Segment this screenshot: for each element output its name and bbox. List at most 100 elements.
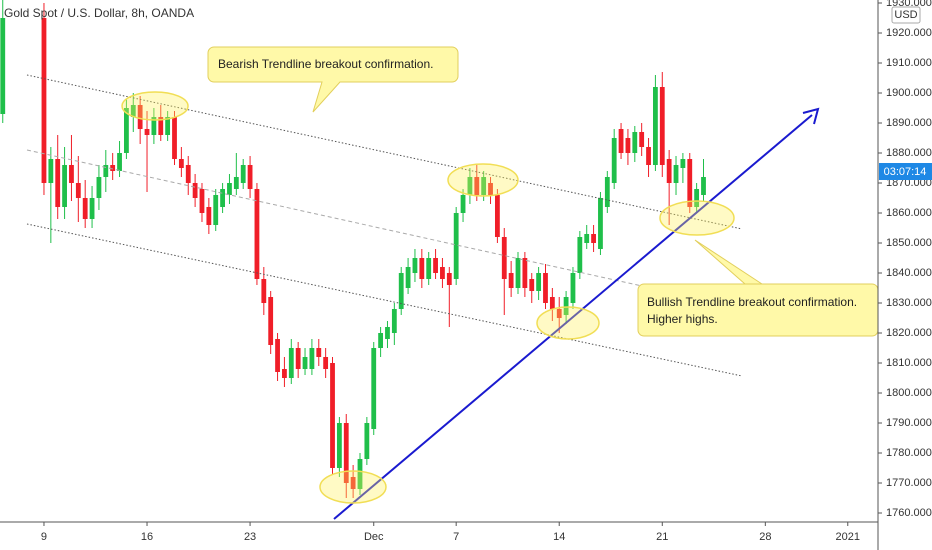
candle-body [515,258,521,288]
y-tick-label: 1930.000 [886,0,932,9]
candle-body [103,165,109,177]
highlight [536,306,600,340]
candle-body [501,237,507,279]
candle-body [385,327,390,339]
currency-box [891,6,921,24]
candle-body [336,423,342,468]
candle-body [536,273,542,291]
candle-body [412,258,418,273]
candle-body [440,267,445,279]
candle-body [302,357,308,369]
candle-body [178,159,184,168]
candle-body [69,165,74,183]
highlight [659,200,735,236]
candle-body [549,297,555,309]
x-tick-label: 16 [141,531,153,543]
candle-body [41,18,47,183]
candle-body [625,138,631,153]
candle-body [474,177,480,195]
upper-channel [26,74,743,230]
candle-body [233,177,239,189]
candle-body [82,198,88,219]
countdown-box [879,163,932,180]
candle-body [433,258,438,273]
time-axis [0,522,878,550]
candle-body [247,165,253,189]
candle-body [282,369,287,378]
price-axis [878,0,932,550]
highlight [121,91,189,121]
candle-body [556,309,562,318]
candle-body [316,348,322,357]
candle-body [261,279,267,303]
y-tick-label: 1830.000 [886,297,932,309]
candle-body [570,273,576,303]
y-tick-label: 1770.000 [886,477,932,489]
candle-body [172,117,177,159]
candle-body [446,273,452,285]
candles [0,0,706,498]
axes: 1760.000 1770.000 1780.000 1790.000 1800.000… [41,0,932,543]
candle-body [268,297,274,345]
y-tick-label: 1900.000 [886,87,932,99]
candle-body [522,258,528,288]
x-tick-label: 7 [453,531,459,543]
candle-body [62,165,67,207]
y-tick-label: 1880.000 [886,147,932,159]
highlight [447,163,519,197]
candle-body [494,195,500,237]
y-tick-label: 1790.000 [886,417,932,429]
candle-body [350,477,356,489]
y-tick-label: 1850.000 [886,237,932,249]
candle-body [659,87,665,165]
candle-body [391,309,397,333]
candle-body [591,234,596,243]
candle-body [117,153,122,171]
candle-body [309,348,315,369]
candle-body [481,177,487,195]
candle-body [378,333,384,348]
candle-body [124,108,129,153]
candle-body [288,348,294,378]
candle-body [165,117,171,135]
candle-body [543,273,548,303]
candle-body [330,363,335,468]
candle-body [405,267,411,288]
currency: USD [894,9,917,21]
y-tick-label: 1820.000 [886,327,932,339]
candle-body [611,138,617,183]
candle-body [701,177,706,195]
candle-body [419,258,425,279]
candle-body [467,177,473,195]
candle-body [426,258,432,279]
candle-body [618,129,624,153]
y-tick-label: 1860.000 [886,207,932,219]
y-tick-label: 1890.000 [886,117,932,129]
highlights [121,91,735,504]
candle-body [687,159,693,207]
candle-body [151,117,157,135]
candle-body [0,18,6,114]
y-tick-label: 1760.000 [886,507,932,519]
callout-box [207,46,459,113]
candle-body [254,189,260,279]
candle-body [144,129,150,135]
candle-body [199,189,205,213]
x-tick-label: Dec [364,531,384,543]
highlight [319,470,387,504]
lower-channel [26,223,743,377]
candle-body [508,273,514,288]
annotation: Bearish Trendline breakout confirmation. [218,57,433,71]
chart-title: Gold Spot / U.S. Dollar, 8h, OANDA [4,6,194,20]
candle-body [371,348,377,429]
candle-body [453,213,459,279]
candle-body [460,195,466,213]
x-tick-label: 9 [41,531,47,543]
x-tick-label: 14 [553,531,565,543]
candle-body [632,132,638,153]
candle-body [357,459,363,489]
y-tick-label: 1810.000 [886,357,932,369]
candle-body [110,165,116,171]
candle-body [694,189,700,207]
